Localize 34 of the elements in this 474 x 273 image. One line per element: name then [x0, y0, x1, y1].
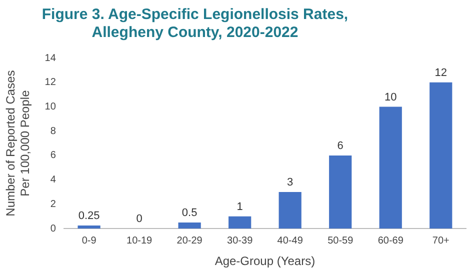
y-tick-label: 8 [50, 126, 56, 137]
data-label: 1 [236, 200, 243, 213]
data-label: 6 [337, 140, 344, 152]
x-tick-label: 40-49 [277, 235, 304, 246]
y-tick-label: 10 [44, 101, 56, 112]
x-tick-label: 0-9 [82, 235, 97, 246]
x-tick-label: 30-39 [227, 235, 254, 246]
bar [329, 155, 352, 229]
chart-title: Figure 3. Age-Specific Legionellosis Rates, Allegheny County, 2020-2022 [40, 6, 350, 42]
x-tick-label: 60-69 [378, 235, 404, 246]
y-tick-label: 4 [50, 174, 56, 186]
x-axis-title: Age-Group (Years) [214, 254, 316, 268]
data-label: 0.25 [78, 210, 100, 222]
y-tick-label: 14 [44, 52, 56, 64]
bar [278, 192, 302, 229]
bar [430, 82, 452, 229]
data-label: 0.5 [182, 207, 198, 220]
bar [228, 216, 252, 229]
bar [78, 226, 100, 229]
x-tick-label: 10-19 [126, 235, 153, 246]
y-tick-label: 6 [50, 150, 56, 162]
data-label: 12 [434, 66, 447, 79]
bar [178, 222, 201, 229]
x-tick-label: 50-59 [328, 235, 354, 246]
data-label: 10 [384, 91, 397, 104]
x-tick-label: 70+ [432, 235, 450, 246]
data-label: 0 [136, 213, 142, 226]
y-tick-label: 0 [50, 223, 56, 234]
y-tick-label: 2 [50, 198, 56, 210]
data-label: 3 [287, 176, 294, 189]
bar [379, 106, 402, 229]
y-tick-label: 12 [44, 77, 56, 88]
x-tick-label: 20-29 [176, 235, 203, 246]
y-axis-title: Number of Reported Cases Per 100,000 People [4, 70, 32, 216]
